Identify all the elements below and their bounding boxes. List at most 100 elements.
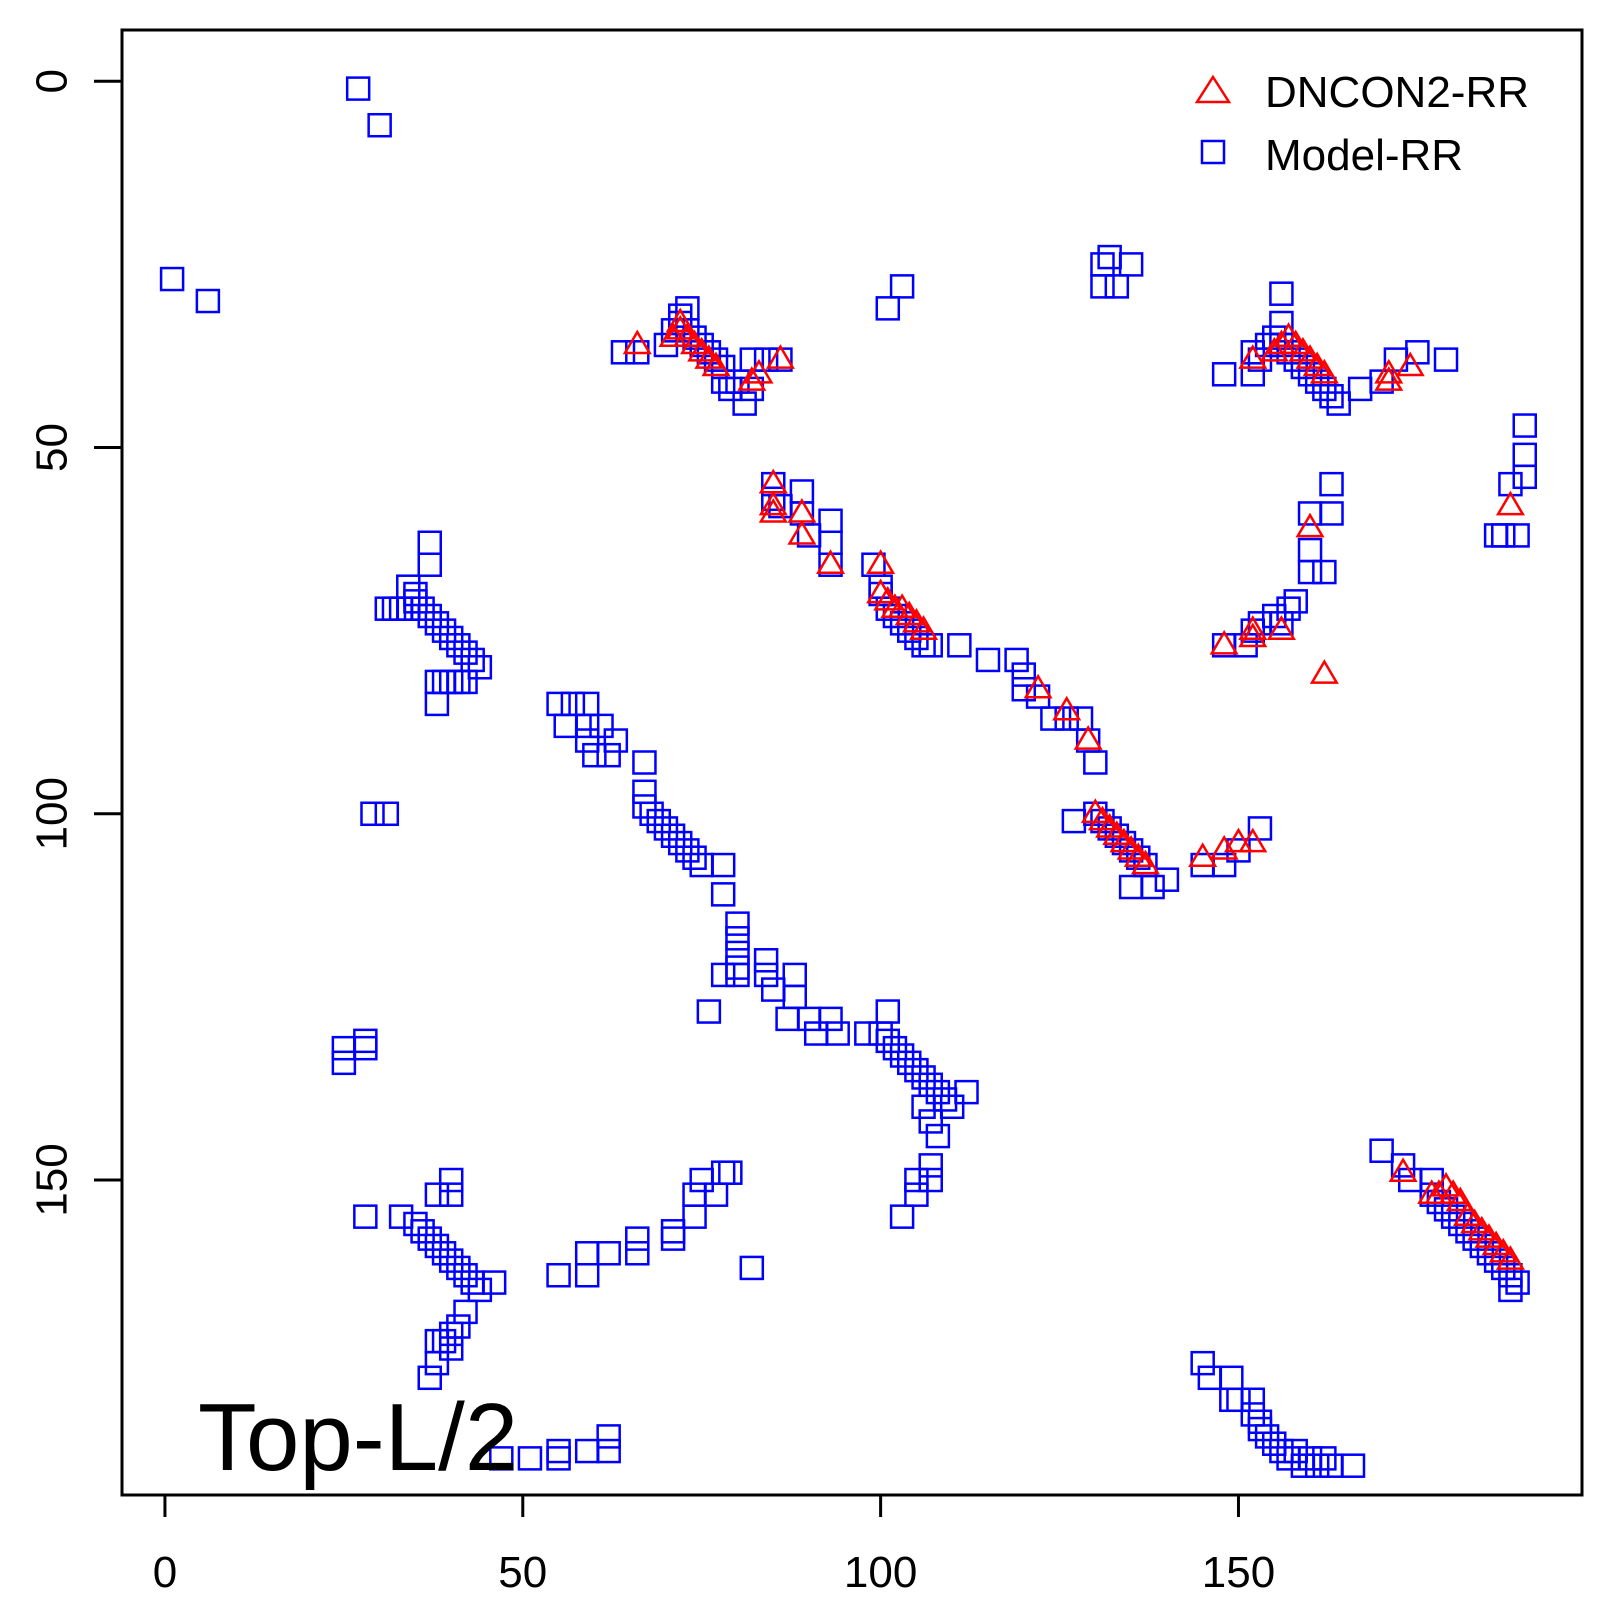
model-rr-point xyxy=(574,1438,600,1464)
dncon2-rr-point xyxy=(1424,1179,1454,1204)
model-rr-point xyxy=(424,669,450,695)
model-rr-point xyxy=(1512,464,1537,490)
y-tick-label: 50 xyxy=(28,423,77,472)
model-rr-point xyxy=(1297,1446,1323,1471)
model-rr-point xyxy=(925,1079,951,1105)
model-rr-point xyxy=(438,1248,464,1273)
model-rr-point xyxy=(710,882,736,907)
model-rr-point xyxy=(682,1182,707,1207)
model-rr-point xyxy=(854,1021,879,1046)
model-rr-point xyxy=(1312,376,1337,402)
model-rr-point xyxy=(818,1006,843,1032)
model-rr-point xyxy=(1319,384,1344,409)
model-rr-point xyxy=(753,962,779,988)
model-rr-point xyxy=(431,1328,457,1354)
model-rr-point xyxy=(1433,347,1459,372)
dncon2-rr-point xyxy=(1309,659,1339,684)
model-rr-point xyxy=(603,728,629,753)
model-rr-point xyxy=(682,1204,707,1229)
model-rr-point xyxy=(417,1226,442,1251)
model-rr-point xyxy=(639,801,664,827)
model-rr-point xyxy=(1405,340,1430,365)
model-rr-point xyxy=(675,838,700,863)
dncon2-rr-point xyxy=(787,519,817,545)
model-rr-point xyxy=(1240,1387,1266,1413)
model-rr-point xyxy=(753,347,779,372)
model-rr-point xyxy=(353,1028,378,1054)
model-rr-point xyxy=(889,274,915,299)
axes: 0 50 100 150 0 50 100 150 xyxy=(28,69,1276,1597)
dncon2-rr-point xyxy=(1073,725,1103,750)
model-rr-point xyxy=(453,669,478,695)
model-rr-point xyxy=(632,779,657,805)
model-rr-point xyxy=(1276,596,1301,621)
model-rr-point xyxy=(710,1160,736,1185)
model-rr-point xyxy=(875,1028,901,1054)
plot-frame xyxy=(120,28,1584,1497)
model-rr-point xyxy=(596,1241,621,1266)
model-rr-point xyxy=(560,691,586,717)
model-rr-point xyxy=(403,1211,428,1237)
model-rr-point xyxy=(775,1006,800,1032)
model-rr-point xyxy=(1247,1416,1273,1442)
model-rr-point xyxy=(417,530,442,555)
dncon2-rr-point xyxy=(665,307,695,333)
model-rr-point xyxy=(889,1043,915,1068)
model-rr-point xyxy=(424,1233,450,1259)
dncon2-rr-point xyxy=(1130,849,1160,875)
chart-annotation: Top-L/2 xyxy=(198,1384,518,1491)
plot-border xyxy=(120,28,1584,1497)
model-rr-point xyxy=(646,808,672,834)
model-rr-point xyxy=(1004,647,1029,673)
legend-marker-model-rr xyxy=(1200,139,1226,165)
model-rr-point xyxy=(438,1336,464,1361)
model-rr-point xyxy=(460,1270,485,1295)
model-rr-point xyxy=(1312,559,1337,585)
dncon2-rr-point xyxy=(1238,344,1268,369)
model-rr-point xyxy=(438,1321,464,1347)
model-rr-point xyxy=(403,589,428,614)
model-rr-point xyxy=(911,1065,936,1090)
model-rr-point xyxy=(904,1167,929,1193)
model-rr-point xyxy=(875,296,901,321)
model-rr-point xyxy=(1011,662,1037,687)
model-rr-point xyxy=(1347,376,1373,402)
model-rr-point xyxy=(761,486,786,512)
model-rr-point xyxy=(453,1299,478,1325)
model-rr-point xyxy=(596,1424,621,1449)
model-rr-point xyxy=(596,742,621,768)
model-rr-point xyxy=(761,977,786,1002)
model-rr-point xyxy=(467,1277,493,1303)
y-tick-label: 100 xyxy=(28,777,77,850)
model-rr-point xyxy=(918,633,943,658)
model-rr-point xyxy=(710,962,736,988)
model-rr-point xyxy=(1269,281,1294,306)
model-rr-point xyxy=(1276,1446,1301,1471)
model-rr-point xyxy=(388,1204,414,1229)
model-rr-point xyxy=(1011,677,1037,702)
model-rr-point xyxy=(918,1109,943,1134)
dncon2-rr-point xyxy=(1266,329,1296,355)
model-rr-point xyxy=(438,1182,464,1207)
model-rr-point xyxy=(1319,1453,1344,1478)
model-rr-point xyxy=(897,1050,922,1076)
model-rr-point xyxy=(689,1167,714,1193)
model-rr-point xyxy=(725,962,750,988)
legend-label-dncon2-rr: DNCON2-RR xyxy=(1265,68,1529,117)
model-rr-point xyxy=(947,633,972,658)
model-rr-point xyxy=(682,845,707,870)
model-rr-point xyxy=(882,1035,908,1061)
model-rr-point xyxy=(796,1006,822,1032)
model-rr-point xyxy=(689,852,714,878)
model-rr-point xyxy=(725,926,750,951)
dncon2-rr-point xyxy=(1395,351,1425,377)
model-rr-point xyxy=(1247,1409,1273,1434)
model-rr-point xyxy=(417,603,442,629)
model-rr-point xyxy=(403,581,428,607)
dncon2-rr-point xyxy=(758,490,788,516)
dncon2-rr-point xyxy=(1259,336,1289,362)
model-rr-point xyxy=(424,691,450,717)
model-rr-point xyxy=(1269,611,1294,636)
model-rr-point xyxy=(625,1226,650,1251)
